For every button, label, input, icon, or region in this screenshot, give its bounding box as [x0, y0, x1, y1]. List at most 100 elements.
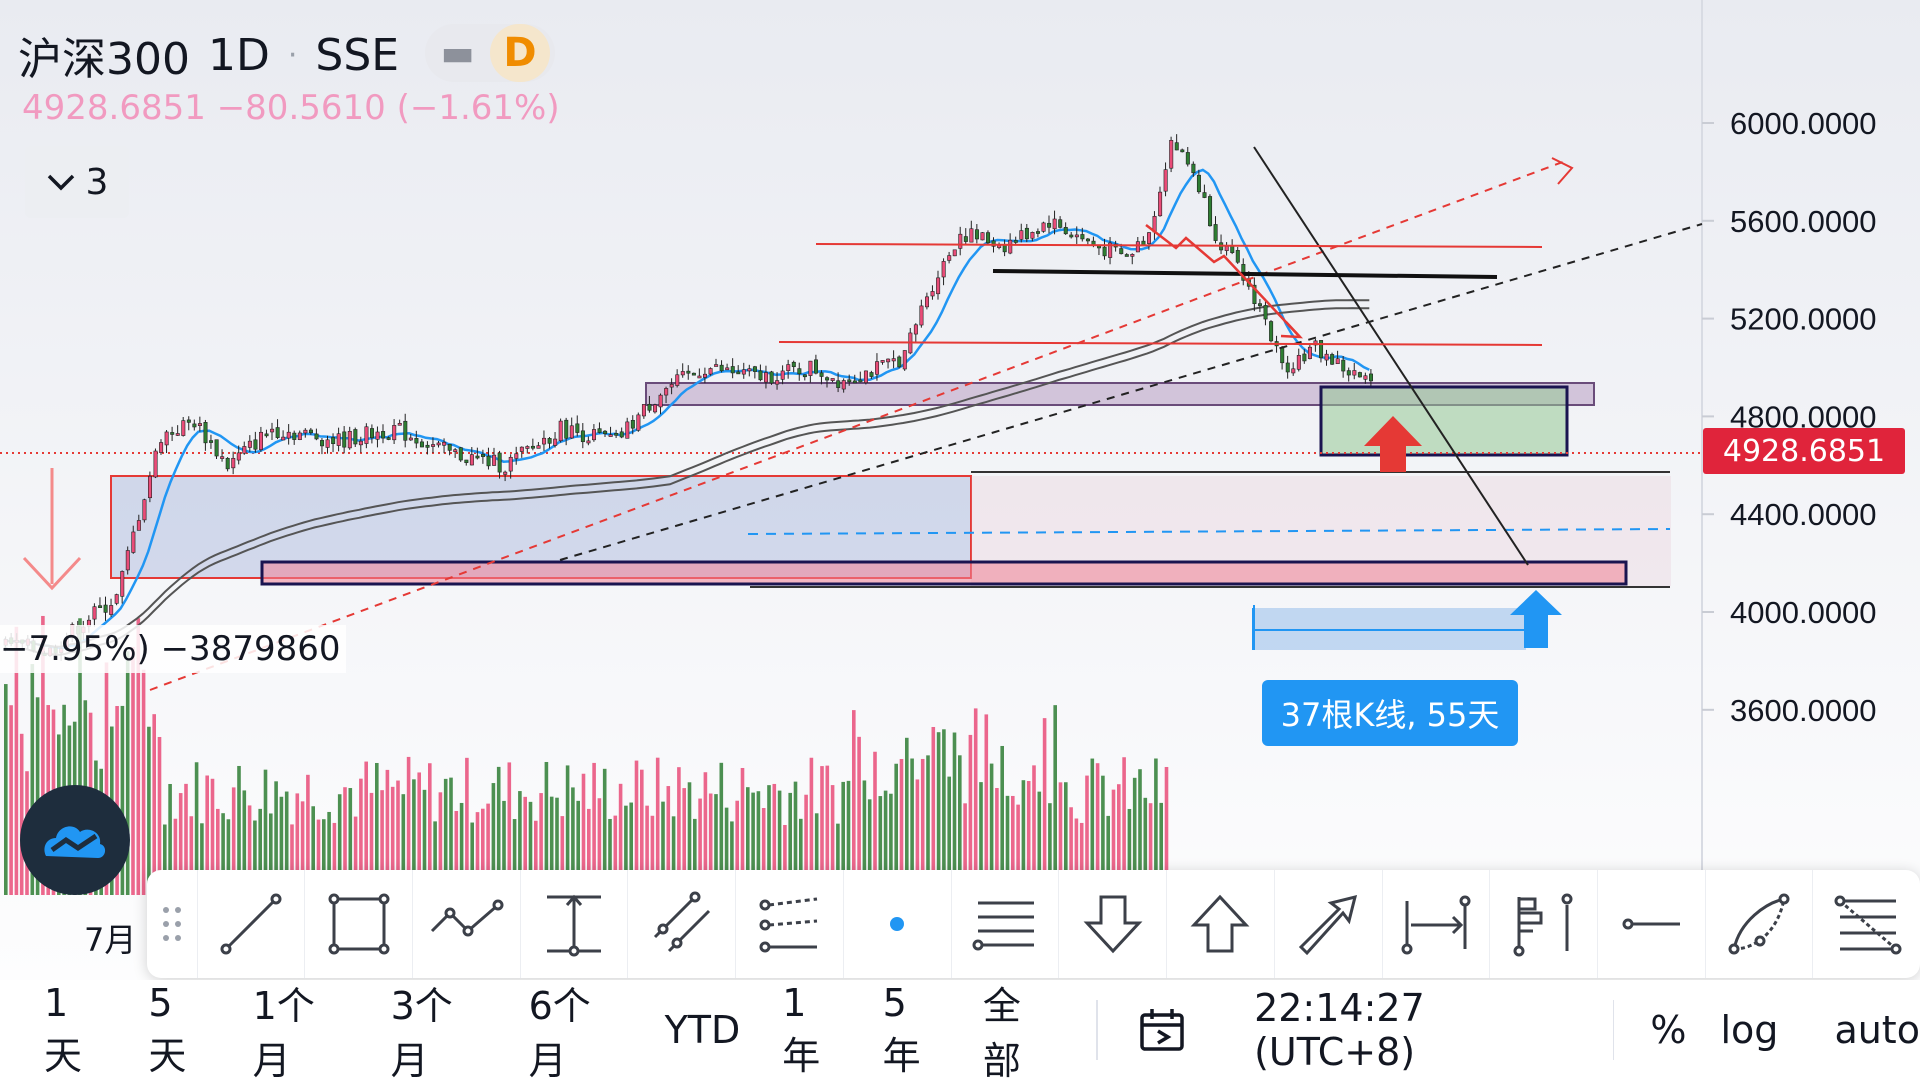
auto-toggle[interactable]: auto	[1834, 1008, 1920, 1052]
minus-icon[interactable]: ▬	[440, 32, 475, 74]
arrowhead	[1551, 157, 1574, 185]
candle	[924, 296, 929, 308]
candle	[708, 368, 713, 375]
arrow-icon[interactable]	[1273, 870, 1382, 978]
candle	[475, 455, 480, 459]
candle	[414, 438, 419, 444]
path-icon[interactable]	[412, 870, 520, 978]
volume-bar	[661, 801, 665, 895]
y-tick-label: 5600.0000	[1730, 204, 1877, 239]
trend-line-icon[interactable]	[196, 870, 305, 978]
blue-up-arrow	[1510, 590, 1562, 648]
volume-bar	[120, 705, 125, 895]
candle	[1147, 232, 1152, 244]
volume-bar	[915, 779, 920, 895]
volume-bar	[984, 714, 989, 895]
percent-toggle[interactable]: %	[1650, 1008, 1687, 1052]
candle	[1063, 227, 1068, 235]
range-ytd[interactable]: YTD	[664, 1008, 741, 1052]
volume-bar	[629, 802, 633, 895]
range-1d[interactable]: 1天	[44, 980, 83, 1078]
range-all[interactable]: 全部	[982, 984, 1021, 1083]
symbol-header[interactable]: 沪深300 1D · SSE	[18, 22, 399, 88]
candle	[209, 440, 214, 443]
candle	[1024, 227, 1029, 240]
volume-bar	[608, 818, 612, 895]
volume-bar	[491, 783, 496, 895]
arrow-up-icon[interactable]	[1166, 870, 1274, 978]
volume-bar	[1095, 763, 1100, 895]
volume-bar	[899, 758, 904, 895]
volume-bar	[926, 755, 930, 895]
date-range-icon[interactable]	[1381, 870, 1490, 978]
range-3m[interactable]: 3个月	[390, 984, 453, 1083]
candle	[342, 431, 347, 448]
indicator-collapse-button[interactable]: 3	[25, 146, 129, 218]
candle	[530, 445, 535, 449]
red-zigzag-arrow	[1145, 224, 1301, 338]
candle	[142, 499, 147, 521]
candle	[453, 449, 458, 452]
log-toggle[interactable]: log	[1720, 1008, 1779, 1052]
volume-bar	[184, 783, 188, 895]
volume-bar	[989, 763, 994, 895]
volume-bar	[640, 769, 644, 895]
volume-bar	[571, 787, 575, 895]
candle	[1307, 346, 1312, 359]
volume-bar	[666, 786, 671, 895]
x-tick-label: 7月	[84, 921, 137, 959]
volume-bar	[258, 808, 262, 895]
clock-time[interactable]: 22:14:27 (UTC+8)	[1254, 986, 1425, 1074]
horizontal-lines-icon[interactable]	[950, 870, 1059, 978]
volume-bar	[825, 765, 830, 895]
rectangle-icon[interactable]	[304, 870, 412, 978]
candle	[980, 232, 985, 241]
range-5y[interactable]: 5年	[882, 980, 921, 1078]
candle	[603, 430, 608, 435]
volume-bar	[470, 822, 474, 895]
horizontal-ray-icon[interactable]	[1596, 870, 1705, 978]
interval-label[interactable]: 1D	[207, 29, 270, 81]
candle	[164, 431, 169, 446]
volume-bar	[910, 758, 914, 895]
volume-bar	[889, 793, 893, 895]
candle	[92, 606, 97, 620]
range-1m[interactable]: 1个月	[252, 984, 315, 1083]
range-1y[interactable]: 1年	[782, 980, 821, 1078]
volume-bar	[327, 811, 331, 895]
tradingview-logo-icon[interactable]	[20, 785, 130, 895]
fib-retracement-icon[interactable]	[1812, 870, 1920, 978]
arrow-down-icon[interactable]	[1058, 870, 1166, 978]
vertical-range-icon[interactable]	[519, 870, 628, 978]
range-6m[interactable]: 6个月	[528, 984, 591, 1083]
volume-bar	[958, 755, 962, 895]
volume-bar	[481, 808, 485, 895]
arc-icon[interactable]	[1704, 870, 1813, 978]
volume-bar	[830, 785, 835, 895]
candle	[136, 520, 141, 531]
parallel-channel-icon[interactable]	[627, 870, 735, 978]
drag-handle-icon[interactable]	[147, 870, 197, 978]
candle	[1285, 362, 1290, 373]
volume-bar	[14, 626, 19, 895]
status-pill[interactable]: ▬ D	[425, 24, 555, 82]
volume-bar	[406, 756, 411, 895]
candle	[897, 356, 902, 368]
go-to-date-icon[interactable]	[1138, 1007, 1188, 1053]
candle	[591, 429, 596, 441]
dot-icon[interactable]	[842, 870, 951, 978]
long-ma-line	[3, 307, 1370, 656]
volume-bar	[41, 615, 45, 895]
volume-bar	[438, 792, 443, 895]
long-position-icon[interactable]	[1489, 870, 1597, 978]
volume-bar	[337, 794, 342, 895]
candle	[841, 380, 846, 390]
range-5d[interactable]: 5天	[148, 980, 187, 1078]
candle	[641, 404, 646, 417]
black-dashed-trendline	[559, 223, 1703, 561]
separator-dot: ·	[287, 37, 298, 73]
volume-bar	[443, 778, 448, 895]
candle	[247, 440, 252, 448]
pitchfork-icon[interactable]	[735, 870, 843, 978]
y-tick-label: 3600.0000	[1730, 693, 1877, 728]
